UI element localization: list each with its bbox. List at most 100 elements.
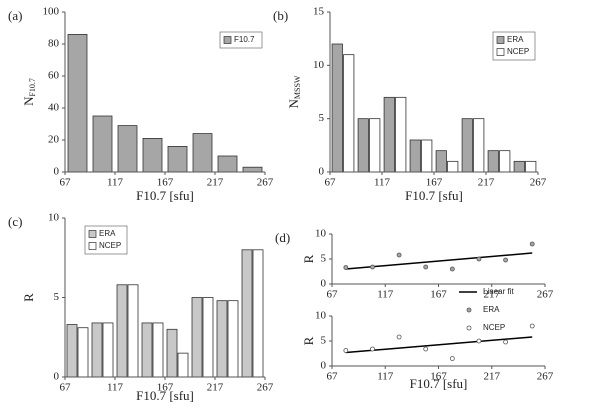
point [449, 266, 455, 272]
bar [242, 166, 263, 173]
legend-label: ERA [483, 305, 500, 314]
legend-label: NCEP [483, 323, 505, 332]
x-tick-label: 167 [157, 177, 174, 189]
y-tick-label: 40 [48, 102, 60, 114]
y-axis-label-main: R [21, 293, 36, 302]
x-axis-label: F10.7 [sfu] [405, 188, 463, 203]
x-tick-label: 117 [377, 289, 394, 301]
y-tick-label: 10 [315, 228, 327, 240]
bar [77, 327, 89, 378]
y-axis-label: R [301, 254, 316, 263]
legend-label: ERA [507, 35, 524, 44]
x-tick-label: 267 [537, 289, 554, 301]
y-tick-label: 10 [315, 310, 327, 322]
point [529, 241, 535, 247]
y-axis-label-main: R [301, 254, 316, 263]
point [476, 338, 482, 344]
y-tick-label: 10 [313, 59, 325, 71]
bar [227, 300, 239, 378]
x-tick-label: 67 [327, 289, 339, 301]
bar [525, 160, 537, 173]
bar [331, 43, 343, 173]
y-tick-label: 10 [48, 212, 60, 224]
y-tick-label: 100 [43, 6, 60, 18]
bar [447, 160, 459, 173]
x-tick-label: 267 [257, 382, 274, 394]
fit-line [345, 252, 533, 270]
x-tick-label: 67 [60, 382, 72, 394]
bar [116, 284, 128, 378]
bar [395, 96, 407, 173]
bar [141, 322, 153, 378]
x-tick-label: 217 [484, 371, 501, 383]
bar [91, 322, 103, 378]
bar [67, 34, 88, 173]
bar [127, 284, 139, 378]
x-tick-label: 267 [530, 177, 547, 189]
bar [487, 150, 499, 173]
bar [192, 133, 213, 173]
legend-label: NCEP [507, 47, 529, 56]
bar [177, 352, 189, 378]
legend-box [219, 31, 263, 49]
bar [343, 54, 355, 173]
y-tick-label: 0 [321, 360, 327, 372]
x-axis-label: F10.7 [sfu] [136, 388, 194, 403]
bar [102, 322, 114, 378]
legend-marker [466, 307, 472, 313]
panel-label: (c) [8, 214, 22, 229]
point [503, 339, 508, 345]
x-tick-label: 67 [327, 371, 339, 383]
point [370, 346, 375, 352]
point [423, 346, 429, 352]
point [423, 264, 429, 270]
legend-label: F10.7 [234, 35, 255, 44]
x-axis-label: F10.7 [sfu] [136, 188, 194, 203]
bar [166, 328, 178, 378]
x-tick-label: 117 [377, 371, 394, 383]
fit-line [345, 336, 533, 354]
bar [435, 150, 447, 173]
y-tick-label: 5 [54, 291, 60, 303]
y-tick-label: 5 [319, 112, 325, 124]
bar [499, 150, 511, 173]
y-axis-label-sub: MSSW [293, 75, 302, 99]
y-axis-label-main: N [21, 96, 36, 106]
point [343, 348, 349, 353]
x-tick-label: 167 [430, 371, 447, 383]
legend-label: Linear fit [483, 287, 514, 296]
point [449, 356, 455, 361]
bar [66, 324, 78, 378]
bar [202, 297, 214, 378]
y-tick-label: 15 [313, 6, 325, 18]
x-tick-label: 217 [207, 177, 224, 189]
x-tick-label: 267 [257, 177, 274, 189]
y-tick-label: 0 [54, 166, 60, 178]
x-tick-label: 167 [157, 382, 174, 394]
bar [142, 137, 163, 173]
bar [117, 125, 138, 173]
y-tick-label: 5 [321, 253, 327, 265]
y-tick-label: 5 [321, 335, 327, 347]
legend-swatch [496, 36, 505, 44]
bar [409, 139, 421, 173]
x-tick-label: 217 [484, 289, 501, 301]
y-axis-label: R [301, 336, 316, 345]
y-axis-label: NF10.7 [21, 78, 37, 106]
y-axis-label: NMSSW [286, 75, 302, 108]
x-tick-label: 67 [325, 177, 337, 189]
panel-label: (b) [273, 8, 288, 23]
bar [216, 300, 228, 378]
bar [369, 118, 381, 173]
x-axis-label: F10.7 [sfu] [410, 376, 468, 391]
y-axis-label-main: R [301, 336, 316, 345]
x-tick-label: 117 [107, 382, 124, 394]
legend-marker [466, 325, 472, 331]
bar [167, 145, 188, 173]
y-tick-label: 60 [48, 70, 60, 82]
bar [241, 249, 253, 378]
x-tick-label: 217 [207, 382, 224, 394]
point [529, 323, 535, 329]
bar [383, 96, 395, 173]
panel-label: (d) [275, 230, 290, 245]
